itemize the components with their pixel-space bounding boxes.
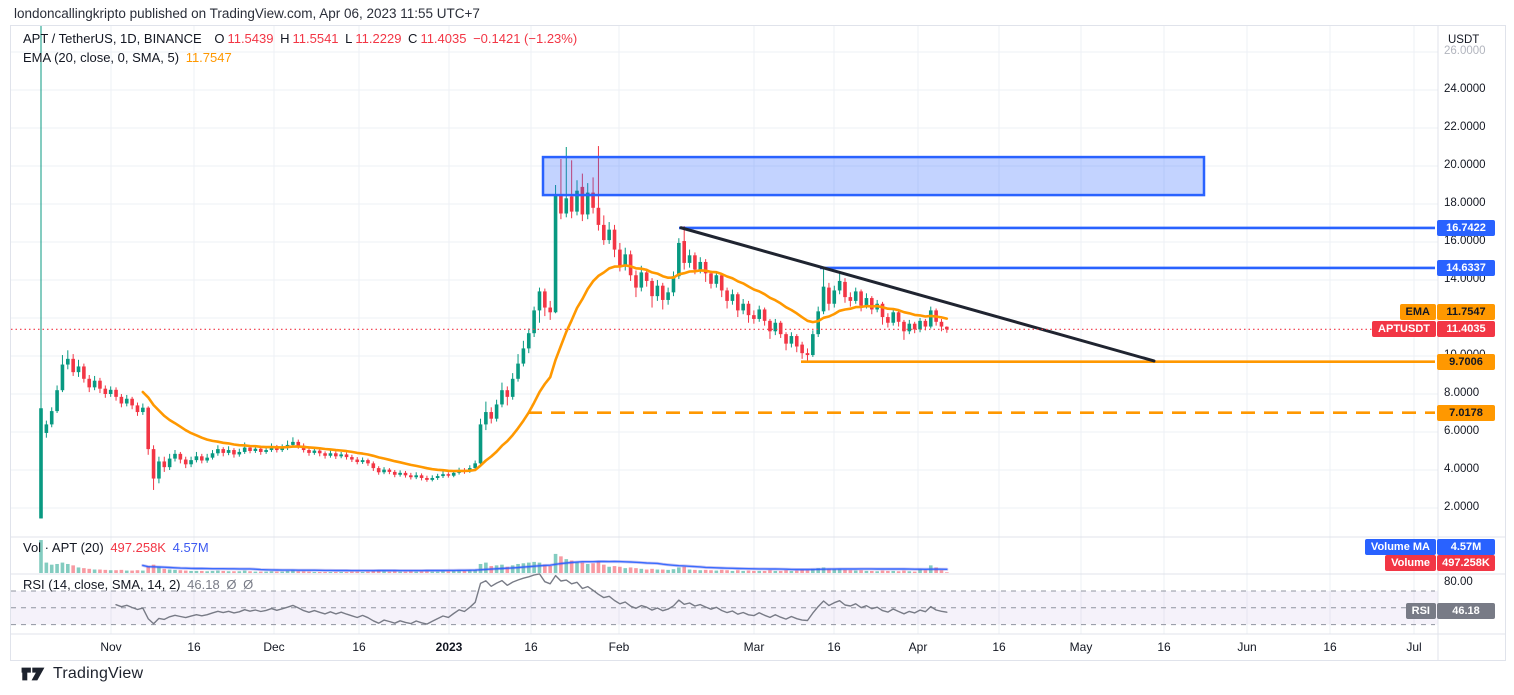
ohlc-open-label: O xyxy=(214,31,225,46)
volume-ma-badge: Volume MA 4.57M xyxy=(1364,539,1495,555)
price-badge-resistance-16-74: 16.7422 xyxy=(1437,219,1495,236)
volume-legend[interactable]: Vol · APT (20) 497.258K 4.57M xyxy=(23,540,212,555)
time-axis-label: 16 xyxy=(524,640,538,654)
time-axis-label: Apr xyxy=(908,640,928,654)
symbol-title: APT / TetherUS, 1D, BINANCE xyxy=(23,31,202,46)
ema-value: 11.7547 xyxy=(185,50,232,65)
tradingview-wordmark: TradingView xyxy=(53,665,144,682)
price-scale-currency: USDT xyxy=(1448,34,1480,46)
price-chart-canvas[interactable] xyxy=(11,26,1505,660)
ohlc-low-label: L xyxy=(345,31,353,46)
price-badge-support-7-01: 7.0178 xyxy=(1437,404,1495,421)
price-axis-label: 2.0000 xyxy=(1444,501,1480,513)
volume-title: Vol · APT (20) xyxy=(23,540,104,555)
price-axis-label: 8.0000 xyxy=(1444,387,1480,399)
ema-legend[interactable]: EMA (20, close, 0, SMA, 5) 11.7547 xyxy=(23,50,235,65)
rsi-badge: RSI 46.18 xyxy=(1405,603,1495,619)
ohlc-open-value: 11.5439 xyxy=(227,31,274,46)
time-axis-label: 16 xyxy=(827,640,841,654)
rsi-hidden-plot-1: Ø xyxy=(226,577,237,592)
volume-badge: Volume 497.258K xyxy=(1385,555,1495,571)
rsi-hidden-plot-2: Ø xyxy=(243,577,254,592)
time-axis-label: Dec xyxy=(263,640,285,654)
rsi-legend[interactable]: RSI (14, close, SMA, 14, 2) 46.18 Ø Ø xyxy=(23,577,256,592)
price-axis-label: 6.0000 xyxy=(1444,425,1480,437)
price-axis-label: 24.0000 xyxy=(1444,83,1486,95)
time-axis-label: 16 xyxy=(1157,640,1171,654)
time-axis-label: May xyxy=(1069,640,1093,654)
price-axis-label: 22.0000 xyxy=(1444,121,1486,133)
tradingview-logo[interactable]: TradingView xyxy=(20,664,143,684)
time-axis-label: Mar xyxy=(743,640,765,654)
price-axis-label: 16.0000 xyxy=(1444,235,1486,247)
ema-title: EMA (20, close, 0, SMA, 5) xyxy=(23,50,180,65)
price-badge-resistance-14-63: 14.6337 xyxy=(1437,259,1495,276)
price-badge-ema: EMA 11.7547 xyxy=(1399,304,1495,321)
time-axis-label: Jul xyxy=(1406,640,1422,654)
rsi-title: RSI (14, close, SMA, 14, 2) xyxy=(23,577,181,592)
symbol-legend[interactable]: APT / TetherUS, 1D, BINANCE O 11.5439 H 11… xyxy=(23,31,580,46)
change-value: −0.1421 (−1.23%) xyxy=(473,31,578,46)
price-axis-label: 20.0000 xyxy=(1444,159,1486,171)
ohlc-close-label: C xyxy=(408,31,418,46)
tradingview-icon xyxy=(21,667,45,681)
price-axis-label: 14.0000 xyxy=(1444,273,1486,285)
price-badge-support-9-70: 9.7006 xyxy=(1437,353,1495,370)
volume-value: 497.258K xyxy=(110,540,166,555)
time-axis-label: 16 xyxy=(992,640,1006,654)
time-axis-label: 16 xyxy=(187,640,201,654)
chart-frame: APT / TetherUS, 1D, BINANCE O 11.5439 H 11… xyxy=(10,25,1506,661)
ohlc-low-value: 11.2229 xyxy=(355,31,402,46)
rsi-value: 46.18 xyxy=(187,577,220,592)
price-badge-last-price: APTUSDT 11.4035 xyxy=(1372,321,1495,338)
time-axis-label: 16 xyxy=(1323,640,1337,654)
time-axis-label: Nov xyxy=(100,640,122,654)
price-axis-label: 4.0000 xyxy=(1444,463,1480,475)
time-axis-label: Jun xyxy=(1237,640,1257,654)
volume-ma-value: 4.57M xyxy=(172,540,209,555)
publish-attribution: londoncallingkripto published on Trading… xyxy=(14,6,480,21)
ohlc-close-value: 11.4035 xyxy=(420,31,467,46)
time-scale-axis[interactable] xyxy=(11,634,1438,660)
time-axis-label: 16 xyxy=(352,640,366,654)
time-axis-label: 2023 xyxy=(435,640,463,654)
ohlc-high-label: H xyxy=(280,31,290,46)
time-axis-label: Feb xyxy=(608,640,630,654)
rsi-axis-label: 80.00 xyxy=(1444,575,1473,588)
price-axis-label: 18.0000 xyxy=(1444,197,1486,209)
ohlc-high-value: 11.5541 xyxy=(292,31,339,46)
price-axis-label: 26.0000 xyxy=(1444,45,1486,57)
